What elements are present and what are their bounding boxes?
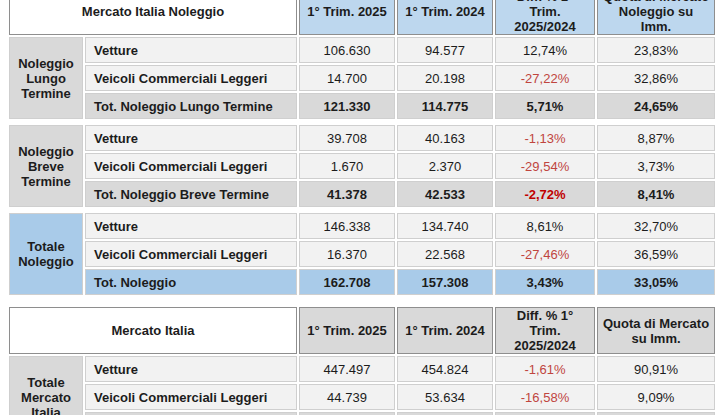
value-q1-2025: 39.708: [299, 125, 395, 151]
value-q1-2025: 146.338: [299, 213, 395, 239]
group-spacer: [9, 209, 715, 211]
row-label: Vetture: [85, 356, 297, 382]
row-label: Tot. Noleggio Breve Termine: [85, 181, 297, 207]
value-q1-2024: 454.824: [397, 356, 493, 382]
value-market-share: 32,86%: [597, 65, 715, 91]
row-label: Vetture: [85, 213, 297, 239]
value-q1-2024: 114.775: [397, 93, 493, 119]
row-label: Tot. Noleggio Lungo Termine: [85, 93, 297, 119]
column-header: Diff. % 1° Trim. 2025/2024: [495, 307, 595, 354]
table-row: Noleggio Breve TermineVetture39.70840.16…: [9, 125, 715, 151]
mercato-italia-table: Mercato Italia1° Trim. 20251° Trim. 2024…: [7, 305, 717, 415]
value-market-share: 32,70%: [597, 213, 715, 239]
value-diff-pct: 12,74%: [495, 37, 595, 63]
value-q1-2025: 162.708: [299, 269, 395, 295]
value-diff-pct: -1,13%: [495, 125, 595, 151]
table-row: Veicoli Commerciali Leggeri44.73953.634-…: [9, 384, 715, 410]
value-diff-pct: -27,46%: [495, 241, 595, 267]
row-label: Vetture: [85, 125, 297, 151]
value-q1-2025: 41.378: [299, 181, 395, 207]
value-q1-2025: 106.630: [299, 37, 395, 63]
value-market-share: 8,41%: [597, 181, 715, 207]
header-row: Mercato Italia Noleggio1° Trim. 20251° T…: [9, 0, 715, 35]
table-title: Mercato Italia: [9, 307, 297, 354]
table-title: Mercato Italia Noleggio: [9, 0, 297, 35]
value-q1-2024: 53.634: [397, 384, 493, 410]
value-q1-2024: 134.740: [397, 213, 493, 239]
value-market-share: 36,59%: [597, 241, 715, 267]
total-market-table-container: Mercato Italia1° Trim. 20251° Trim. 2024…: [7, 305, 717, 415]
rental-market-table-container: Mercato Italia Noleggio1° Trim. 20251° T…: [7, 0, 717, 297]
mercato-italia-noleggio-table: Mercato Italia Noleggio1° Trim. 20251° T…: [7, 0, 717, 297]
value-q1-2025: 14.700: [299, 65, 395, 91]
table-row: Totale NoleggioVetture146.338134.7408,61…: [9, 213, 715, 239]
value-q1-2024: 94.577: [397, 37, 493, 63]
row-label: Veicoli Commerciali Leggeri: [85, 241, 297, 267]
value-diff-pct: 8,61%: [495, 213, 595, 239]
value-market-share: 33,05%: [597, 269, 715, 295]
value-q1-2025: 16.370: [299, 241, 395, 267]
row-group-label: Noleggio Breve Termine: [9, 125, 83, 207]
table-row: Tot. Noleggio Breve Termine41.37842.533-…: [9, 181, 715, 207]
value-diff-pct: -16,58%: [495, 384, 595, 410]
value-q1-2024: 2.370: [397, 153, 493, 179]
table-row: Totale Mercato ItaliaVetture447.497454.8…: [9, 356, 715, 382]
group-spacer: [9, 121, 715, 123]
row-group-label: Noleggio Lungo Termine: [9, 37, 83, 119]
page: Mercato Italia Noleggio1° Trim. 20251° T…: [7, 0, 717, 415]
column-header: 1° Trim. 2025: [299, 0, 395, 35]
table-row: Veicoli Commerciali Leggeri1.6702.370-29…: [9, 153, 715, 179]
value-q1-2025: 121.330: [299, 93, 395, 119]
column-header: 1° Trim. 2024: [397, 307, 493, 354]
value-q1-2024: 20.198: [397, 65, 493, 91]
value-market-share: 9,09%: [597, 384, 715, 410]
table-row: Veicoli Commerciali Leggeri16.37022.568-…: [9, 241, 715, 267]
row-label: Vetture: [85, 37, 297, 63]
value-market-share: 8,87%: [597, 125, 715, 151]
column-header: Quota di Mercato Noleggio su Imm.: [597, 0, 715, 35]
value-q1-2024: 40.163: [397, 125, 493, 151]
row-group-label: Totale Mercato Italia: [9, 356, 83, 415]
column-header: Diff. % 1° Trim. 2025/2024: [495, 0, 595, 35]
header-row: Mercato Italia1° Trim. 20251° Trim. 2024…: [9, 307, 715, 354]
value-q1-2025: 447.497: [299, 356, 395, 382]
value-q1-2024: 22.568: [397, 241, 493, 267]
row-group-label: Totale Noleggio: [9, 213, 83, 295]
value-diff-pct: 5,71%: [495, 93, 595, 119]
value-diff-pct: -2,72%: [495, 181, 595, 207]
value-market-share: 24,65%: [597, 93, 715, 119]
table-row: Veicoli Commerciali Leggeri14.70020.198-…: [9, 65, 715, 91]
value-diff-pct: 3,43%: [495, 269, 595, 295]
column-header: Quota di Mercato su Imm.: [597, 307, 715, 354]
row-label: Veicoli Commerciali Leggeri: [85, 384, 297, 410]
row-label: Tot. Noleggio: [85, 269, 297, 295]
value-diff-pct: -29,54%: [495, 153, 595, 179]
value-market-share: 90,91%: [597, 356, 715, 382]
row-label: Veicoli Commerciali Leggeri: [85, 65, 297, 91]
column-header: 1° Trim. 2025: [299, 307, 395, 354]
value-q1-2025: 1.670: [299, 153, 395, 179]
row-label: Veicoli Commerciali Leggeri: [85, 153, 297, 179]
value-diff-pct: -1,61%: [495, 356, 595, 382]
value-market-share: 3,73%: [597, 153, 715, 179]
table-row: Tot. Noleggio Lungo Termine121.330114.77…: [9, 93, 715, 119]
column-header: 1° Trim. 2024: [397, 0, 493, 35]
value-q1-2024: 42.533: [397, 181, 493, 207]
value-q1-2024: 157.308: [397, 269, 493, 295]
value-q1-2025: 44.739: [299, 384, 395, 410]
value-diff-pct: -27,22%: [495, 65, 595, 91]
table-row: Tot. Noleggio162.708157.3083,43%33,05%: [9, 269, 715, 295]
table-row: Noleggio Lungo TermineVetture106.63094.5…: [9, 37, 715, 63]
value-market-share: 23,83%: [597, 37, 715, 63]
